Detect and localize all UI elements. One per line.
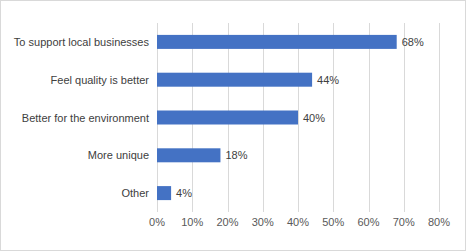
bar bbox=[157, 73, 312, 87]
tick-label: 0% bbox=[149, 216, 165, 228]
grid-line bbox=[333, 23, 334, 212]
category-label: Other bbox=[121, 187, 149, 199]
bar bbox=[157, 186, 171, 200]
bar bbox=[157, 111, 298, 125]
tick-label: 60% bbox=[357, 216, 379, 228]
grid-line bbox=[298, 23, 299, 212]
data-label: 4% bbox=[176, 187, 192, 199]
bars bbox=[157, 35, 397, 200]
category-label: To support local businesses bbox=[14, 36, 150, 48]
bar bbox=[157, 148, 220, 162]
tick-label: 10% bbox=[181, 216, 203, 228]
chart-frame bbox=[1, 1, 466, 251]
tick-label: 80% bbox=[428, 216, 450, 228]
category-label: Better for the environment bbox=[22, 112, 149, 124]
data-label: 44% bbox=[317, 74, 339, 86]
chart-container: 0% 10% 20% 30% 40% 50% 60% 70% 80% To support loc… bbox=[0, 0, 466, 251]
tick-label: 30% bbox=[252, 216, 274, 228]
tick-label: 50% bbox=[322, 216, 344, 228]
grid-line bbox=[404, 23, 405, 212]
tick-label: 40% bbox=[287, 216, 309, 228]
category-label: More unique bbox=[88, 149, 149, 161]
chart: 0% 10% 20% 30% 40% 50% 60% 70% 80% To support loc… bbox=[0, 0, 466, 251]
category-label: Feel quality is better bbox=[51, 74, 150, 86]
tick-label: 70% bbox=[393, 216, 415, 228]
bar bbox=[157, 35, 397, 49]
data-label: 68% bbox=[402, 36, 424, 48]
tick-label: 20% bbox=[216, 216, 238, 228]
data-label: 18% bbox=[225, 149, 247, 161]
grid-line bbox=[439, 23, 440, 212]
data-label: 40% bbox=[303, 112, 325, 124]
grid-line bbox=[369, 23, 370, 212]
